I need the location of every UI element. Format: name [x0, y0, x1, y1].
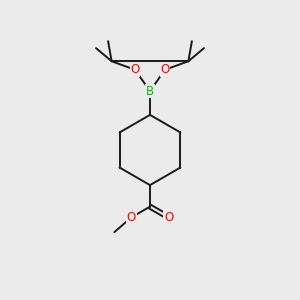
Text: O: O [160, 63, 170, 76]
Text: O: O [130, 63, 140, 76]
Text: B: B [146, 85, 154, 98]
Text: O: O [127, 211, 136, 224]
Text: O: O [164, 211, 173, 224]
